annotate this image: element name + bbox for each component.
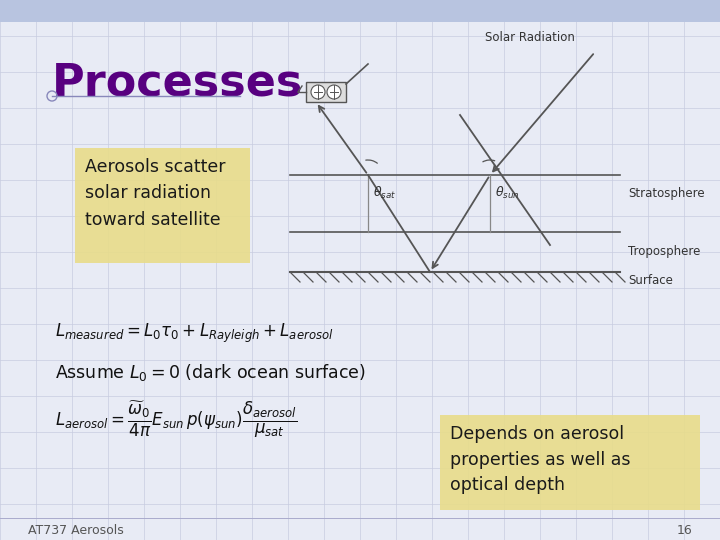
Bar: [306, 82, 346, 102]
Text: 16: 16: [676, 523, 692, 537]
Bar: [75, 148, 250, 263]
Text: $\theta_{sun}$: $\theta_{sun}$: [495, 185, 520, 201]
Text: AT737 Aerosols: AT737 Aerosols: [28, 523, 124, 537]
Circle shape: [327, 85, 341, 99]
Text: Stratosphere: Stratosphere: [628, 186, 705, 199]
Text: Surface: Surface: [628, 273, 673, 287]
Text: Depends on aerosol
properties as well as
optical depth: Depends on aerosol properties as well as…: [450, 425, 631, 495]
Bar: [440, 415, 700, 510]
Text: Assume $L_0 = 0$ (dark ocean surface): Assume $L_0 = 0$ (dark ocean surface): [55, 362, 366, 383]
Text: Processes: Processes: [52, 62, 303, 105]
Text: Troposphere: Troposphere: [628, 246, 701, 259]
Text: Solar Radiation: Solar Radiation: [485, 31, 575, 44]
Text: Aerosols scatter
solar radiation
toward satellite: Aerosols scatter solar radiation toward …: [85, 158, 225, 229]
Text: $L_{measured} = L_0\tau_0 + L_{Rayleigh} + L_{aerosol}$: $L_{measured} = L_0\tau_0 + L_{Rayleigh}…: [55, 322, 333, 345]
Text: $\theta_{sat}$: $\theta_{sat}$: [373, 185, 396, 201]
Circle shape: [311, 85, 325, 99]
Text: $L_{aerosol} = \dfrac{\widetilde{\omega}_0}{4\pi}E_{sun}\,p(\psi_{sun})\dfrac{\d: $L_{aerosol} = \dfrac{\widetilde{\omega}…: [55, 400, 297, 440]
Bar: [0, 0, 720, 22]
